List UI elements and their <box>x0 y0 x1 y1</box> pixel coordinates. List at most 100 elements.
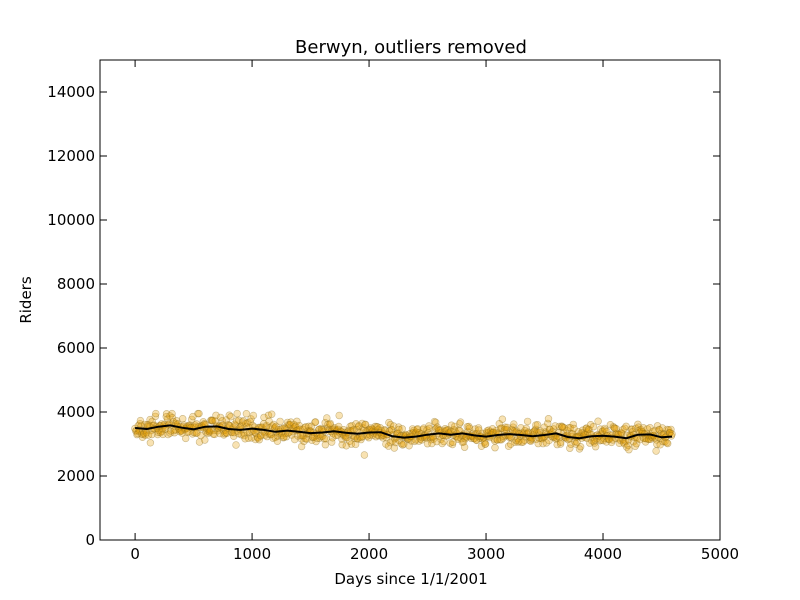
data-point <box>212 411 220 419</box>
data-point <box>652 447 660 455</box>
data-point <box>545 436 553 445</box>
data-point <box>555 422 563 431</box>
data-point <box>444 426 452 434</box>
data-point <box>335 411 343 420</box>
x-axis: 0 1000 2000 3000 4000 5000 <box>130 60 739 563</box>
data-point <box>367 424 375 432</box>
data-point <box>280 433 288 441</box>
data-point <box>386 420 395 429</box>
data-point <box>617 428 625 437</box>
data-point <box>268 422 276 430</box>
data-point <box>232 417 241 425</box>
data-point <box>432 424 440 433</box>
data-point <box>488 425 497 433</box>
data-point <box>475 426 483 434</box>
data-point <box>509 423 517 431</box>
data-point <box>141 431 150 439</box>
data-point <box>606 421 615 429</box>
data-point <box>532 421 540 429</box>
data-point <box>271 433 279 442</box>
data-point <box>209 430 218 438</box>
data-point <box>207 416 215 424</box>
data-point <box>582 424 591 432</box>
data-point <box>255 436 263 444</box>
data-point <box>432 418 440 427</box>
data-point <box>438 439 446 448</box>
data-point <box>534 439 542 448</box>
data-point <box>204 429 212 438</box>
data-point <box>376 424 384 432</box>
data-point <box>247 415 255 423</box>
data-point <box>265 417 273 425</box>
data-point <box>260 413 268 422</box>
data-point <box>195 409 203 418</box>
data-point <box>262 421 271 430</box>
data-point <box>514 438 522 446</box>
data-point <box>223 429 231 437</box>
data-point <box>544 415 553 423</box>
data-point <box>342 442 350 450</box>
data-point <box>579 429 587 437</box>
data-point <box>463 423 471 431</box>
data-point <box>496 436 504 444</box>
data-point <box>643 425 652 433</box>
data-point <box>216 413 225 422</box>
data-point <box>454 435 462 443</box>
data-point <box>477 442 486 450</box>
data-point <box>136 420 144 428</box>
data-point <box>515 437 523 445</box>
data-point <box>578 426 587 434</box>
data-point <box>241 435 249 443</box>
data-point <box>231 420 239 428</box>
data-point <box>178 429 186 437</box>
data-point <box>503 423 512 432</box>
x-tick-label: 3000 <box>467 545 505 563</box>
data-point <box>156 428 165 437</box>
data-point <box>342 434 350 442</box>
data-point <box>577 429 585 437</box>
data-point <box>599 436 607 445</box>
data-point <box>279 434 287 442</box>
data-point <box>253 433 262 441</box>
data-point <box>326 420 334 429</box>
data-point <box>205 427 213 435</box>
data-point <box>269 434 277 442</box>
data-point <box>570 424 578 433</box>
data-point <box>653 422 662 430</box>
data-point <box>583 428 592 436</box>
data-point <box>361 420 370 429</box>
data-point <box>324 420 332 429</box>
data-point <box>256 431 265 440</box>
data-point <box>558 423 567 431</box>
data-point <box>607 438 616 447</box>
data-point <box>496 424 505 432</box>
data-point <box>290 420 298 429</box>
data-point <box>323 414 331 422</box>
data-point <box>536 427 545 435</box>
data-point <box>629 438 638 446</box>
data-point <box>644 435 652 443</box>
data-point <box>545 425 554 434</box>
data-point <box>651 426 659 435</box>
data-point <box>560 424 568 432</box>
data-point <box>631 424 640 432</box>
data-point <box>447 421 456 429</box>
data-point <box>257 432 265 440</box>
data-point <box>610 424 618 432</box>
data-point <box>136 416 145 425</box>
data-point <box>216 429 224 438</box>
data-point <box>232 441 240 449</box>
data-point <box>305 422 313 430</box>
data-point <box>655 426 664 434</box>
data-point <box>151 412 160 421</box>
data-point <box>627 425 635 433</box>
data-point <box>148 430 156 439</box>
data-point <box>501 423 509 431</box>
data-point <box>312 437 320 446</box>
data-point <box>225 411 234 419</box>
data-point <box>539 439 547 448</box>
data-point <box>138 433 147 441</box>
data-point <box>549 425 558 433</box>
data-point <box>338 441 346 449</box>
data-point <box>542 439 551 447</box>
